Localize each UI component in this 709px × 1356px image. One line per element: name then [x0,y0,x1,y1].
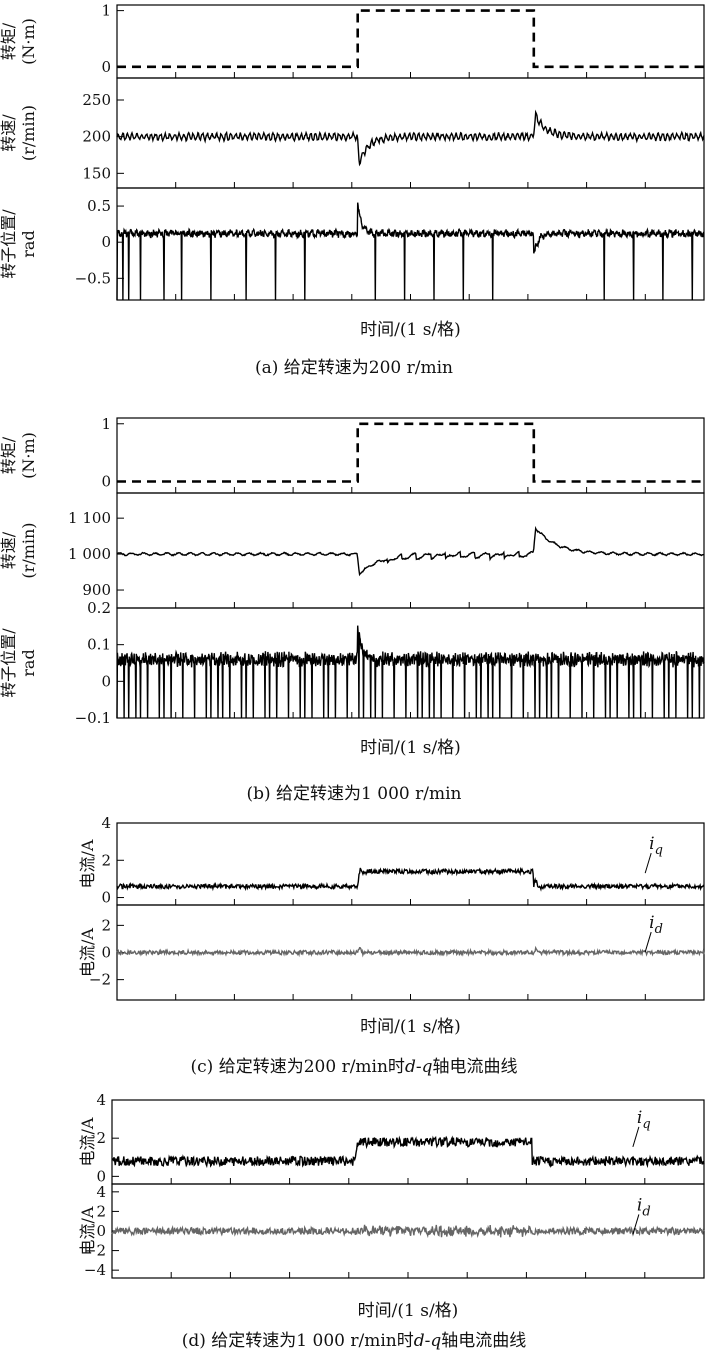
y-tick-label: 0 [101,233,111,251]
y-tick-label: 0 [101,889,111,907]
y-tick-label: 250 [82,91,111,109]
y-tick-label: 0.2 [87,599,111,617]
y-axis-label: 转速/ [0,531,18,569]
series-line [111,1224,705,1239]
x-axis-label: 时间/(1 s/格) [360,1017,461,1037]
y-tick-label: 4 [101,814,111,832]
series-line [117,9,704,69]
y-tick-label: 1 [101,2,111,20]
series-line [111,1135,705,1169]
y-tick-label: 0 [96,1222,106,1240]
series-line [116,109,705,167]
annotation-leader [644,931,652,953]
panel-a-plot-1: 0 1 转矩/(N·m) [0,2,705,79]
y-axis-label: (N·m) [19,432,38,479]
series-annotation: iq [637,1108,651,1132]
series-line [116,525,705,577]
y-tick-label: 4 [96,1091,106,1109]
series-annotation: id [649,913,663,937]
y-tick-label: 1 100 [68,509,111,527]
y-axis-label: 转矩/ [0,22,18,60]
y-axis-label: 转速/ [0,114,18,152]
x-axis-label: 时间/(1 s/格) [360,320,461,340]
y-tick-label: −0.5 [75,269,111,287]
series-line [117,422,704,483]
series-annotation: iq [649,834,663,858]
y-axis-label: (r/min) [19,522,38,578]
plot-frame [116,492,705,609]
y-tick-label: 2 [96,1129,106,1147]
series-line [116,866,705,892]
panel-c-plot-2: 2 0 −2电流/A id [78,904,705,1001]
plot-frame [116,822,705,906]
y-tick-label: 0 [101,58,111,76]
y-axis-label: 转子位置/ [0,628,18,698]
y-tick-label: −4 [84,1261,106,1279]
y-axis-label: rad [19,649,38,676]
annotation-leader [644,852,652,874]
y-tick-label: 0.5 [87,197,111,215]
y-axis-label: 电流/A [78,1206,97,1255]
y-tick-label: 0 [101,672,111,690]
y-axis-label: 转子位置/ [0,209,18,279]
panel-a: 0 1 转矩/(N·m) 150 200 250 转速/(r/min) 0.5 0 −0.5 转子位… [0,2,705,378]
y-tick-label: 1 [101,415,111,433]
y-tick-label: 0 [101,944,111,962]
y-axis-label: 电流/A [78,839,97,888]
panel-b-plot-3: 0.2 0.1 0 −0.1 转子位置/rad [0,599,705,727]
series-line [116,625,705,719]
plot-frame [116,187,705,301]
x-axis-label: 时间/(1 s/格) [358,1301,459,1321]
y-axis-label: 电流/A [78,928,97,977]
series-line [116,202,705,301]
y-tick-label: 200 [82,128,111,146]
panel-d-plot-2: 42 0 −2−4 电流/A id [78,1183,705,1279]
panel-caption: (d) 给定转速为1 000 r/min时d-q轴电流曲线 [182,1331,527,1351]
panel-c-plot-1: 4 2 0电流/A iq [78,814,705,907]
plot-frame [116,4,705,79]
y-axis-label: (r/min) [19,105,38,161]
y-tick-label: 0 [96,1167,106,1185]
panel-caption: (b) 给定转速为1 000 r/min [247,784,462,804]
y-tick-label: 2 [96,1202,106,1220]
plot-frame [116,417,705,494]
y-tick-label: 0.1 [87,636,111,654]
y-axis-label: 转矩/ [0,436,18,474]
y-tick-label: 2 [101,851,111,869]
y-tick-label: 2 [101,916,111,934]
panel-a-plot-3: 0.5 0 −0.5 转子位置/rad [0,187,705,301]
annotation-leader [632,1126,640,1148]
y-tick-label: 1 000 [68,545,111,563]
y-tick-label: −2 [84,1242,106,1260]
panel-b-plot-1: 0 1 转矩/(N·m) [0,415,705,494]
y-axis-label: rad [19,230,38,257]
panel-caption: (a) 给定转速为200 r/min [255,358,453,378]
y-tick-label: 4 [96,1183,106,1201]
y-tick-label: −0.1 [75,709,111,727]
panel-d-plot-1: 4 2 0电流/A iq [78,1091,705,1185]
x-axis-label: 时间/(1 s/格) [360,738,461,758]
annotation-leader [632,1214,640,1235]
y-tick-label: −2 [89,971,111,989]
panel-a-plot-2: 150 200 250 转速/(r/min) [0,77,705,189]
y-tick-label: 900 [82,581,111,599]
y-axis-label: (N·m) [19,18,38,65]
y-axis-label: 电流/A [78,1117,97,1166]
series-line [116,945,705,958]
series-annotation: id [637,1195,651,1219]
panel-caption: (c) 给定转速为200 r/min时d-q轴电流曲线 [191,1057,518,1077]
y-tick-label: 150 [82,164,111,182]
panel-b-plot-2: 1 100 1 000 900 转速/(r/min) [0,492,705,609]
y-tick-label: 0 [101,472,111,490]
